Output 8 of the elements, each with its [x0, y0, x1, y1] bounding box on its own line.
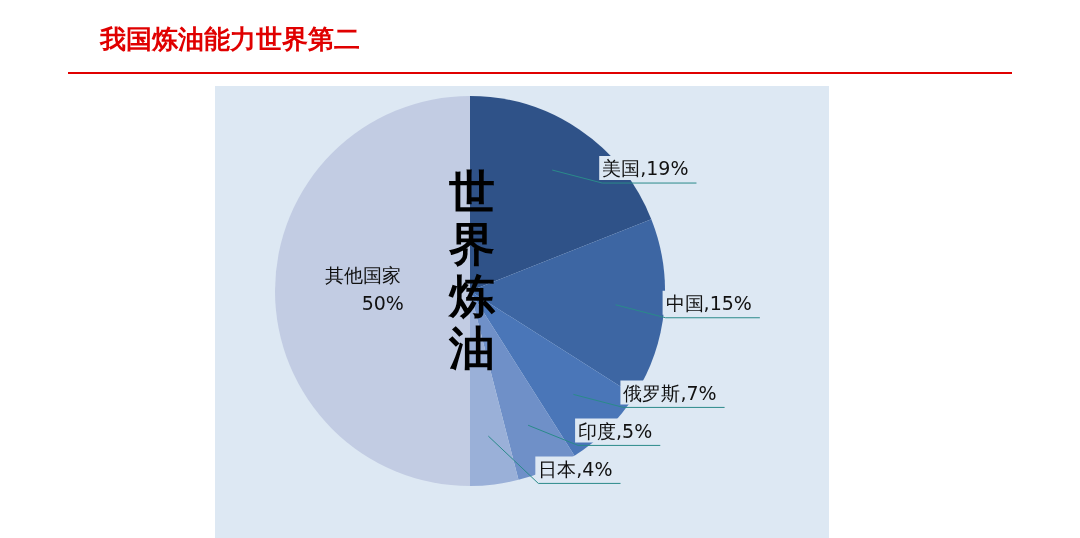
slice-label: 中国,15%	[665, 292, 752, 315]
slice-label: 美国,19%	[602, 157, 689, 180]
data-label: 50%	[361, 291, 404, 314]
slice-label: 日本,4%	[538, 457, 613, 480]
slice-label: 印度,5%	[578, 419, 653, 442]
slice-label: 其他国家	[324, 263, 401, 286]
slice-label: 俄罗斯,7%	[623, 381, 717, 404]
chart-title: 我国炼油能力世界第二	[100, 23, 360, 56]
